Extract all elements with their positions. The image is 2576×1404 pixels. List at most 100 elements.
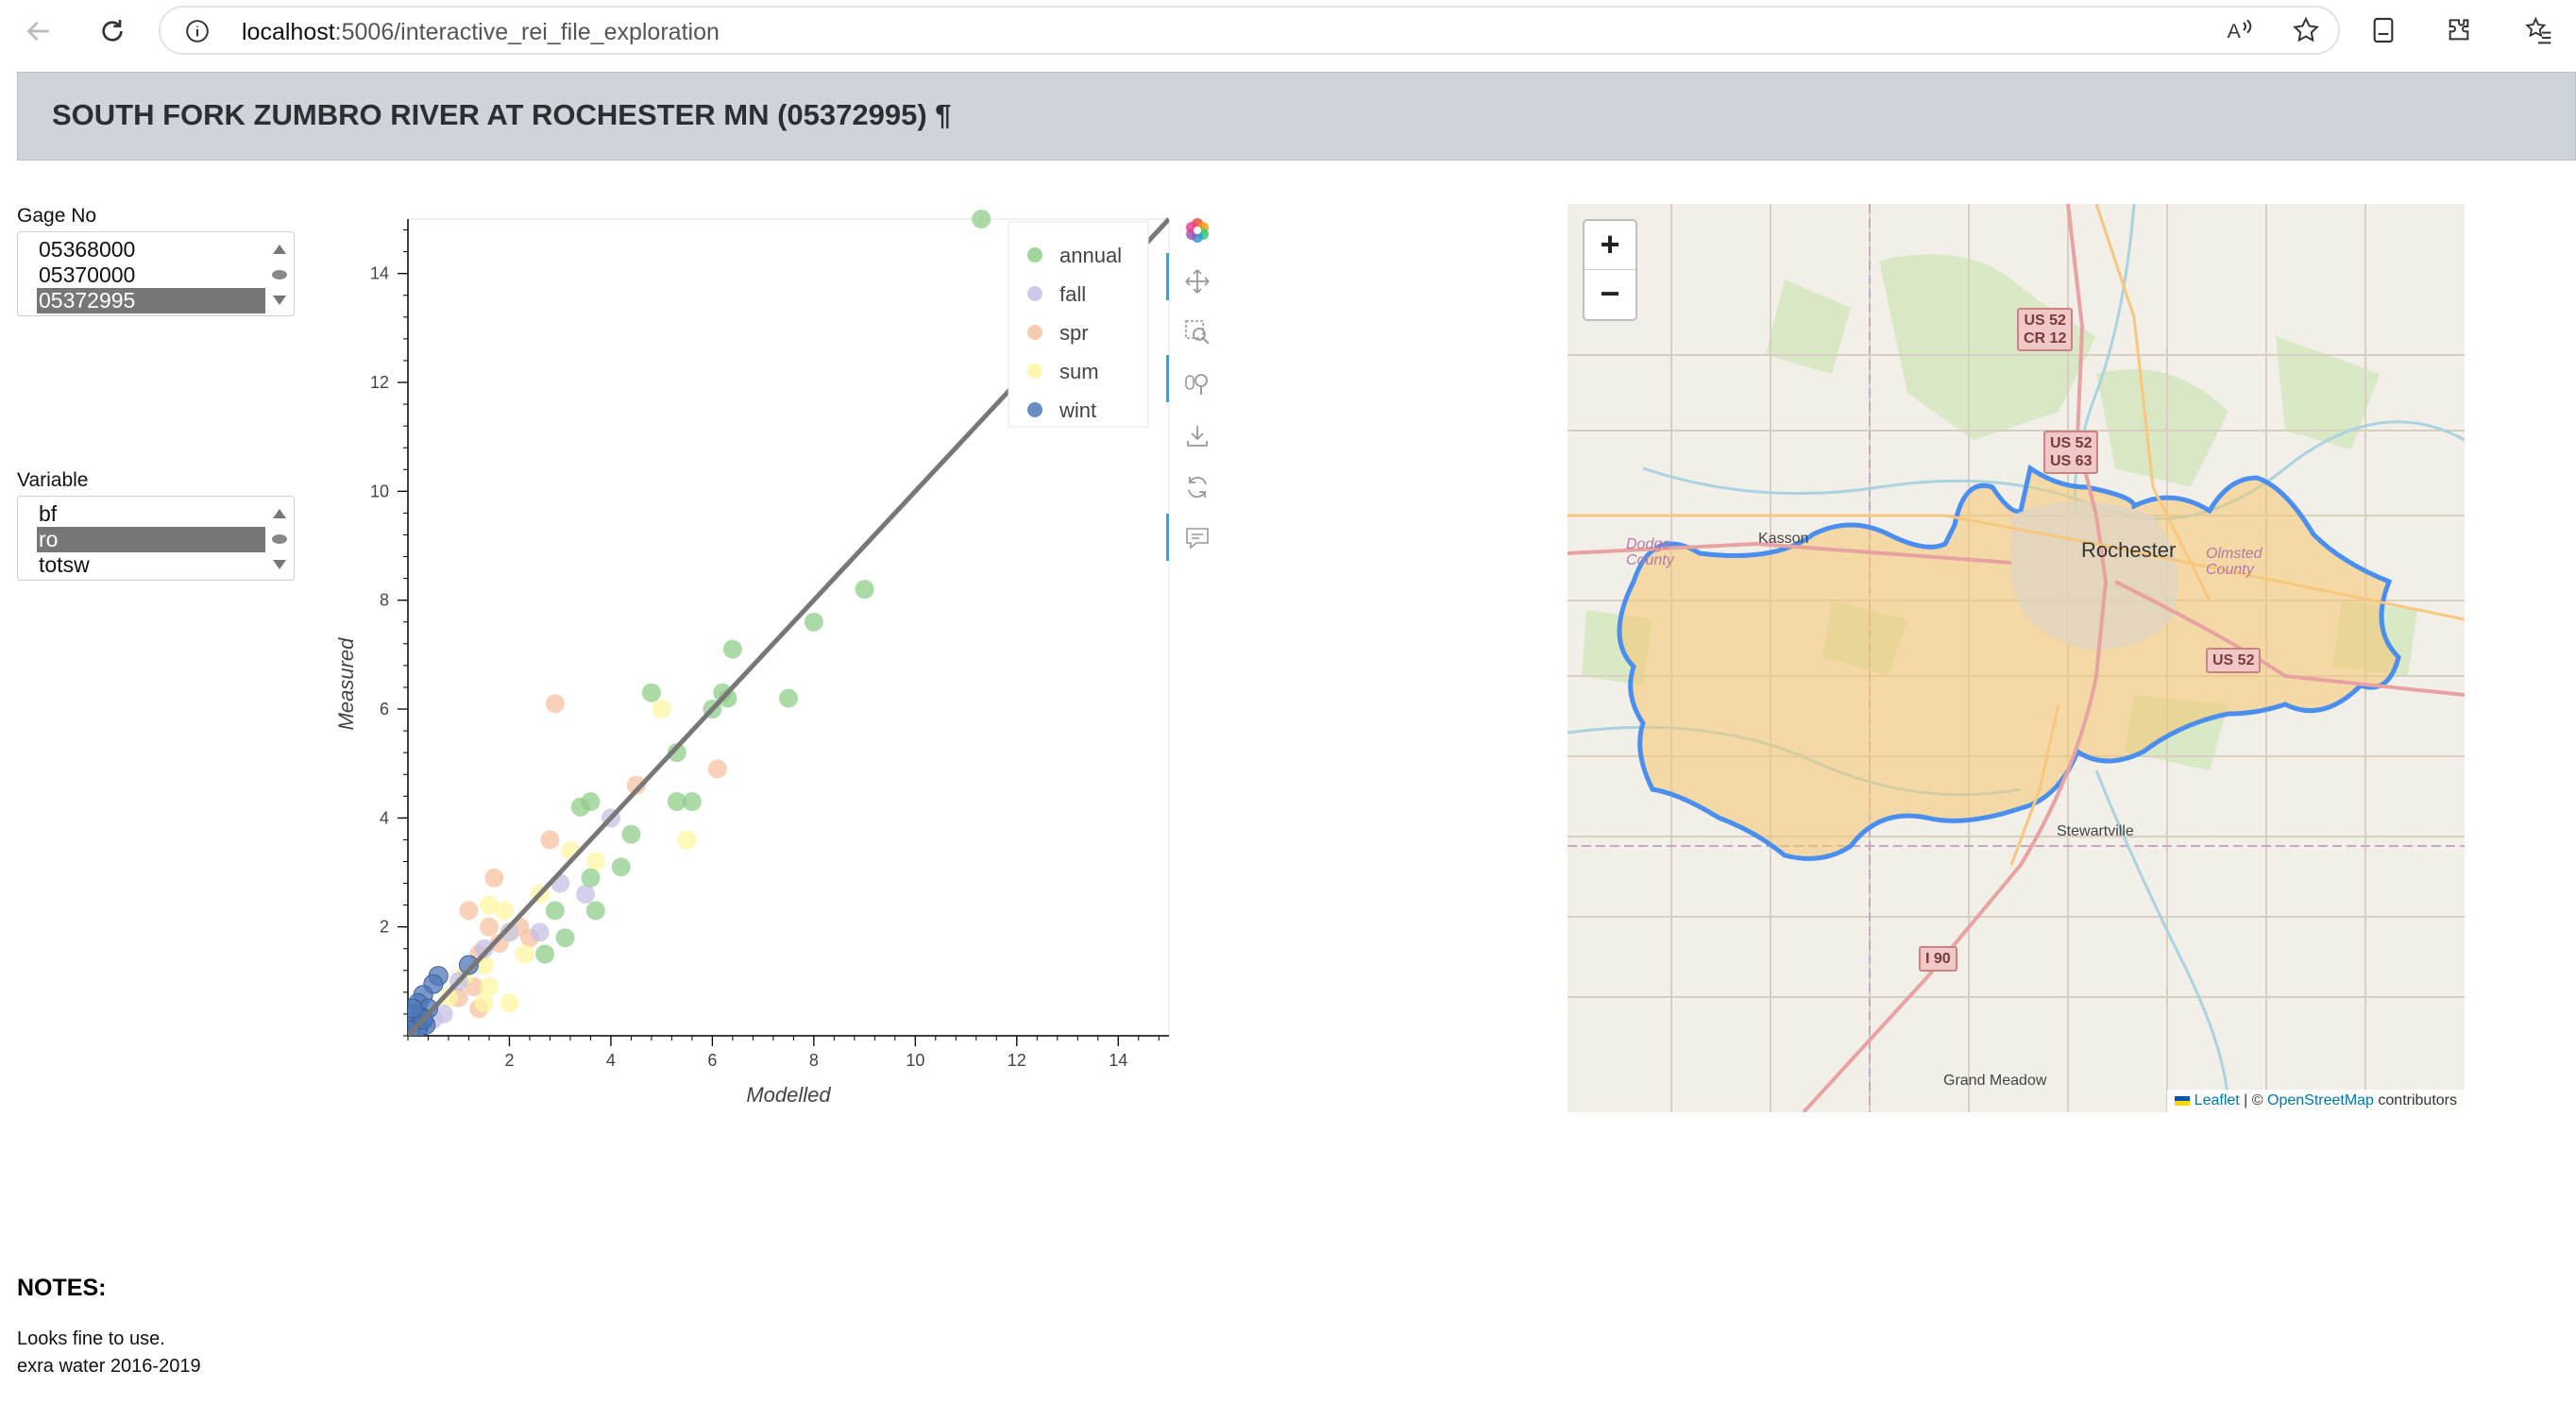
gage-option-selected[interactable]: 05372995	[37, 288, 265, 313]
legend-swatch	[1027, 325, 1042, 340]
variable-option[interactable]: totsw	[39, 552, 90, 577]
extensions-button[interactable]	[2440, 11, 2478, 49]
county-label: Olmsted County	[2206, 546, 2262, 578]
gage-option[interactable]: 05370000	[39, 262, 136, 287]
y-tick-label: 6	[380, 700, 389, 719]
url-host: localhost	[242, 19, 335, 45]
legend-swatch	[1027, 247, 1042, 262]
browser-toolbar: localhost:5006/interactive_rei_file_expl…	[0, 0, 2576, 62]
info-icon[interactable]	[185, 19, 210, 43]
point-annual	[581, 868, 601, 888]
point-annual	[972, 210, 991, 228]
point-sum	[479, 895, 499, 915]
point-sum	[474, 993, 494, 1013]
hover-tool[interactable]	[1180, 521, 1214, 555]
point-sum	[495, 901, 515, 921]
variable-select[interactable]: bf ro totsw	[17, 496, 295, 581]
address-bar[interactable]: localhost:5006/interactive_rei_file_expl…	[159, 6, 2340, 55]
ukraine-flag-icon	[2175, 1095, 2191, 1106]
favorites-list-icon	[2525, 16, 2551, 44]
legend[interactable]: annual fall spr sum wint	[1008, 221, 1149, 428]
legend-swatch	[1027, 286, 1042, 301]
gage-option[interactable]: 05368000	[39, 237, 136, 262]
y-tick-label: 4	[380, 808, 389, 827]
scatter-plot[interactable]: 2 4 6 8 10 12 14 2 4 6 8 10 12 14 Modelled Measured ann…	[312, 203, 1180, 1119]
bokeh-logo[interactable]	[1180, 213, 1214, 247]
puzzle-icon	[2449, 19, 2469, 41]
y-tick-label: 10	[370, 482, 389, 500]
x-tick-label: 14	[1109, 1051, 1127, 1070]
note-line: Looks fine to use.	[17, 1328, 165, 1349]
plot-data-area	[408, 210, 1169, 1036]
read-aloud-button[interactable]: A	[2221, 11, 2259, 49]
scrollbar[interactable]	[269, 238, 290, 312]
variable-option-selected[interactable]: ro	[37, 527, 265, 552]
map[interactable]: + − US 52 CR 12 US 52 US 63 US 52 I 90 Roc…	[1568, 204, 2465, 1112]
x-tick-label: 6	[707, 1051, 717, 1070]
point-spr	[545, 694, 565, 714]
page-title: SOUTH FORK ZUMBRO RIVER AT ROCHESTER MN …	[52, 98, 952, 131]
reading-view-button[interactable]	[2364, 11, 2402, 49]
pan-tool[interactable]	[1180, 264, 1214, 298]
gage-select[interactable]: 05368000 05370000 05372995	[17, 231, 295, 316]
point-fall	[474, 939, 494, 958]
zoom-control: + −	[1583, 219, 1637, 321]
url-text[interactable]: localhost:5006/interactive_rei_file_expl…	[242, 19, 720, 46]
legend-entry[interactable]: wint	[1059, 398, 1096, 422]
reload-icon	[102, 20, 123, 42]
favorite-button[interactable]	[2287, 11, 2325, 49]
point-annual	[641, 683, 661, 702]
variable-select-label: Variable	[17, 469, 89, 491]
favorites-button[interactable]	[2519, 11, 2557, 49]
gage-select-label: Gage No	[17, 205, 97, 227]
back-button[interactable]	[15, 8, 62, 55]
y-tick-label: 8	[380, 591, 389, 610]
map-attribution: Leaflet | © OpenStreetMap contributors	[2167, 1090, 2465, 1112]
active-tool-indicator	[1166, 355, 1169, 402]
point-sum	[479, 977, 499, 997]
scrollbar[interactable]	[269, 502, 290, 576]
point-sum	[585, 852, 605, 871]
reload-button[interactable]	[89, 8, 136, 55]
point-annual	[713, 683, 733, 702]
zoom-out-button[interactable]: −	[1600, 274, 1620, 313]
url-path: :5006/interactive_rei_file_exploration	[334, 19, 720, 45]
point-spr	[459, 901, 479, 921]
osm-link[interactable]: OpenStreetMap	[2267, 1092, 2374, 1108]
point-annual	[545, 901, 565, 921]
point-annual	[804, 612, 823, 632]
page-icon	[2373, 17, 2394, 43]
wheel-zoom-icon	[1185, 374, 1208, 395]
legend-entry[interactable]: fall	[1059, 282, 1086, 306]
note-line: exra water 2016-2019	[17, 1356, 201, 1377]
route-shield: US 52 CR 12	[2017, 308, 2074, 351]
variable-option[interactable]: bf	[39, 501, 58, 526]
point-annual	[855, 580, 874, 600]
place-label: Kasson	[1758, 531, 1809, 547]
legend-entry[interactable]: spr	[1059, 321, 1089, 345]
wheel-zoom-tool[interactable]	[1180, 366, 1214, 400]
attribution-separator: | ©	[2239, 1092, 2267, 1108]
reset-tool[interactable]	[1180, 470, 1214, 504]
leaflet-link[interactable]: Leaflet	[2194, 1092, 2240, 1108]
y-axis-label: Measured	[334, 637, 358, 731]
point-fall	[500, 922, 519, 942]
county-label: Dodge County	[1626, 536, 1674, 568]
legend-entry[interactable]: annual	[1059, 244, 1122, 267]
legend-entry[interactable]: sum	[1059, 360, 1099, 383]
point-fall	[530, 922, 550, 942]
point-annual	[581, 792, 601, 812]
point-annual	[667, 792, 686, 812]
zoom-in-button[interactable]: +	[1585, 221, 1635, 270]
active-tool-indicator	[1166, 253, 1169, 300]
point-wint	[408, 998, 423, 1019]
save-tool[interactable]	[1180, 419, 1214, 453]
y-tick-label: 12	[370, 373, 389, 392]
point-annual	[682, 792, 702, 812]
place-label: Stewartville	[2057, 823, 2134, 839]
move-icon	[1185, 269, 1210, 294]
point-sum	[677, 830, 697, 850]
plot-points	[408, 210, 1169, 1036]
box-zoom-tool[interactable]	[1180, 315, 1214, 349]
point-annual	[722, 639, 742, 659]
